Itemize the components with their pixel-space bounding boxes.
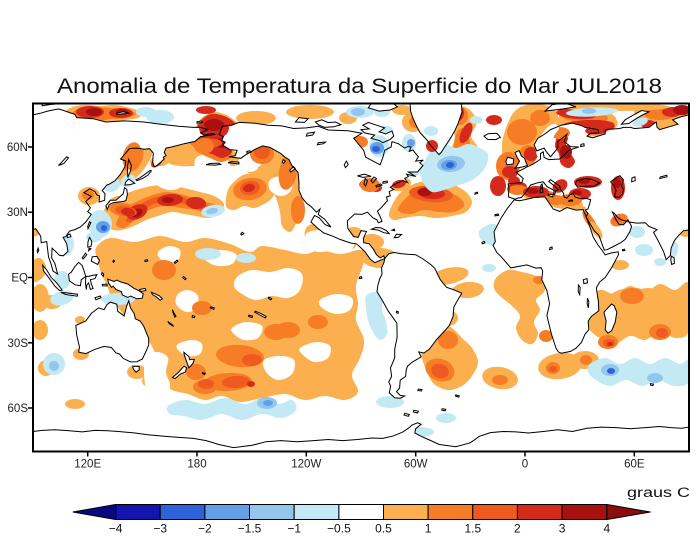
svg-text:−0.5: −0.5	[327, 522, 351, 536]
svg-text:60W: 60W	[404, 459, 428, 471]
svg-text:30S: 30S	[8, 338, 29, 350]
svg-text:120W: 120W	[291, 459, 321, 471]
svg-text:3: 3	[559, 522, 566, 536]
svg-text:2: 2	[514, 522, 521, 536]
svg-text:Anomalia de Temperatura da Sup: Anomalia de Temperatura da Superficie do…	[57, 75, 662, 98]
svg-text:0: 0	[522, 459, 528, 471]
svg-text:180: 180	[187, 459, 206, 471]
svg-text:60S: 60S	[8, 403, 29, 415]
svg-text:4: 4	[603, 522, 610, 536]
svg-text:1: 1	[425, 522, 432, 536]
svg-text:0.5: 0.5	[375, 522, 392, 536]
svg-text:30N: 30N	[7, 207, 28, 219]
svg-text:−1: −1	[287, 522, 301, 536]
svg-text:60N: 60N	[7, 142, 28, 154]
svg-text:EQ: EQ	[11, 273, 28, 285]
svg-text:−3: −3	[153, 522, 167, 536]
svg-text:−2: −2	[198, 522, 212, 536]
svg-text:120E: 120E	[74, 459, 101, 471]
svg-text:−1.5: −1.5	[238, 522, 262, 536]
svg-text:1.5: 1.5	[464, 522, 481, 536]
svg-text:60E: 60E	[624, 459, 645, 471]
svg-text:−4: −4	[109, 522, 123, 536]
svg-text:graus C: graus C	[627, 485, 690, 500]
